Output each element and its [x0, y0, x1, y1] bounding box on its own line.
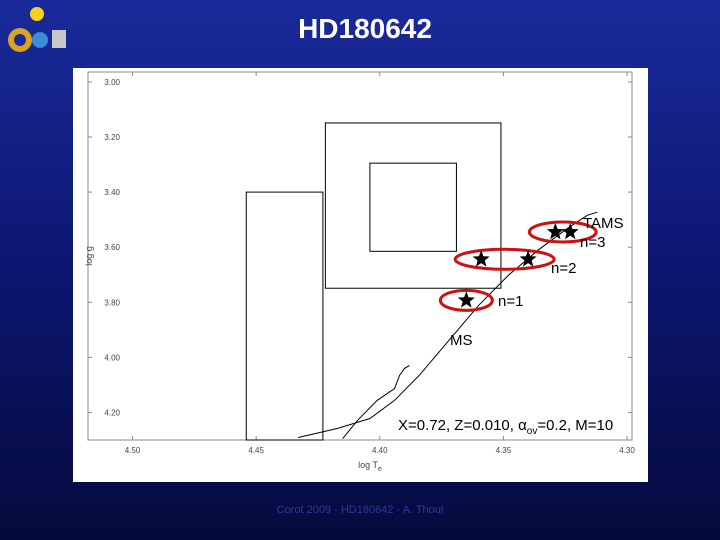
footer: Corot 2009 - HD180642 - A. Thoul	[277, 504, 444, 516]
evolution-track	[342, 364, 410, 439]
params-b: =0.2, M=10	[537, 417, 613, 434]
annotation: TAMS	[583, 215, 624, 232]
y-tick-label: 3.20	[104, 133, 120, 142]
x-axis-label: log Te	[358, 460, 382, 473]
mode-ring	[527, 220, 598, 244]
x-tick-label: 4.30	[619, 446, 635, 455]
y-tick-label: 4.00	[104, 353, 120, 362]
star	[561, 223, 579, 240]
x-axis-label-sub: e	[378, 466, 382, 473]
y-tick-label: 3.60	[104, 243, 120, 252]
annotation: n=1	[498, 293, 523, 310]
x-tick-label: 4.50	[125, 446, 141, 455]
params-sub: ov	[527, 426, 538, 437]
params-a: X=0.72, Z=0.010, α	[398, 417, 527, 434]
star	[519, 250, 537, 267]
mode-ring	[453, 247, 556, 271]
slide-title: HD180642	[298, 13, 432, 44]
star	[457, 291, 475, 308]
model-parameters: X=0.72, Z=0.010, αov=0.2, M=10	[398, 417, 613, 437]
logo	[8, 7, 66, 52]
y-tick-label: 3.80	[104, 298, 120, 307]
x-axis-label-main: log T	[358, 460, 378, 470]
error-box	[324, 122, 502, 289]
y-tick-label: 3.40	[104, 188, 120, 197]
x-tick-label: 4.45	[248, 446, 264, 455]
error-box	[245, 191, 324, 441]
x-tick-label: 4.40	[372, 446, 388, 455]
star	[546, 223, 564, 240]
annotation: n=2	[551, 260, 576, 277]
y-tick-label: 3.00	[104, 78, 120, 87]
error-box	[369, 162, 457, 252]
chart-panel	[73, 68, 648, 482]
star	[472, 250, 490, 267]
y-tick-label: 4.20	[104, 408, 120, 417]
y-axis-label: log g	[84, 246, 94, 266]
annotation: MS	[450, 332, 473, 349]
mode-ring	[438, 288, 494, 312]
plot-frame	[87, 71, 633, 441]
annotation: n=3	[580, 234, 605, 251]
x-tick-label: 4.35	[496, 446, 512, 455]
